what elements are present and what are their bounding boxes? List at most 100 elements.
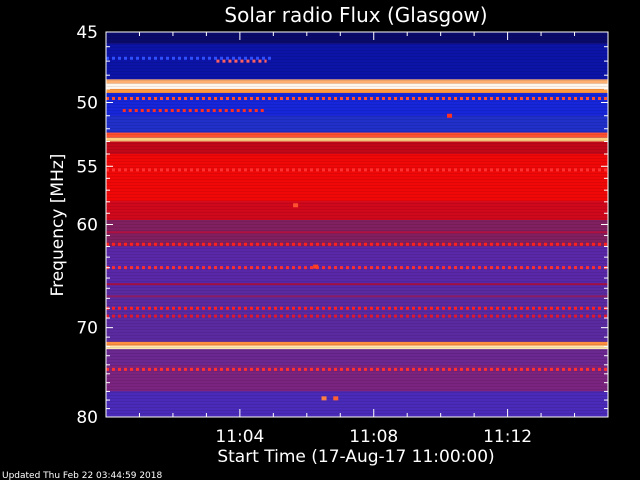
stripe-texture xyxy=(106,257,608,258)
stripe-texture xyxy=(106,143,608,144)
stripe-texture xyxy=(106,281,608,282)
stripe-texture xyxy=(106,350,608,351)
frequency-band xyxy=(106,32,608,44)
stripe-texture xyxy=(106,170,608,171)
stripe-texture xyxy=(106,62,608,63)
stripe-texture xyxy=(106,95,608,96)
stripe-texture xyxy=(106,110,608,111)
stripe-texture xyxy=(106,371,608,372)
stripe-texture xyxy=(106,401,608,402)
y-tick-label: 50 xyxy=(76,94,98,114)
stripe-texture xyxy=(106,314,608,315)
axis-ticks: 45 50 55 60 70 80 11:04 11:08 11:12 xyxy=(76,23,608,447)
stripe-texture xyxy=(106,209,608,210)
stripe-texture xyxy=(106,407,608,408)
y-tick-label: 70 xyxy=(76,319,98,339)
frequency-band xyxy=(106,132,608,138)
stripe-texture xyxy=(106,155,608,156)
stripe-texture xyxy=(106,176,608,177)
stripe-texture xyxy=(106,320,608,321)
stripe-texture xyxy=(106,35,608,36)
frequency-band xyxy=(106,141,608,154)
stripe-texture xyxy=(106,71,608,72)
stripe-texture xyxy=(106,44,608,45)
stripe-texture xyxy=(106,302,608,303)
stripe-texture xyxy=(106,377,608,378)
stripe-texture xyxy=(106,254,608,255)
stripe-texture xyxy=(106,146,608,147)
stripe-texture xyxy=(106,353,608,354)
updated-timestamp: Updated Thu Feb 22 03:44:59 2018 xyxy=(2,471,163,480)
stripe-texture xyxy=(106,203,608,204)
stripe-texture xyxy=(106,89,608,90)
stripe-texture xyxy=(106,218,608,219)
stripe-texture xyxy=(106,122,608,123)
stripe-texture xyxy=(106,380,608,381)
stripe-texture xyxy=(106,50,608,51)
stripe-texture xyxy=(106,164,608,165)
stripe-texture xyxy=(106,194,608,195)
stripe-texture xyxy=(106,272,608,273)
stripe-texture xyxy=(106,392,608,393)
x-tick-label: 11:04 xyxy=(215,427,264,447)
y-axis-label: Frequency [MHz] xyxy=(48,154,68,297)
frequency-band xyxy=(106,137,608,142)
y-tick-label: 80 xyxy=(76,408,98,428)
frequency-band xyxy=(106,201,608,221)
frequency-band xyxy=(106,88,608,94)
stripe-texture xyxy=(106,230,608,231)
stripe-texture xyxy=(106,56,608,57)
stripe-texture xyxy=(106,92,608,93)
stripe-texture xyxy=(106,101,608,102)
stripe-texture xyxy=(106,83,608,84)
burst-spot xyxy=(333,396,339,401)
stripe-texture xyxy=(106,356,608,357)
burst-spot xyxy=(447,113,453,118)
stripe-texture xyxy=(106,77,608,78)
stripe-texture xyxy=(106,59,608,60)
stripe-texture xyxy=(106,131,608,132)
stripe-texture xyxy=(106,137,608,138)
stripe-texture xyxy=(106,299,608,300)
stripe-texture xyxy=(106,68,608,69)
stripe-texture xyxy=(106,308,608,309)
x-tick-label: 11:08 xyxy=(349,427,398,447)
stripe-texture xyxy=(106,107,608,108)
stripe-texture xyxy=(106,311,608,312)
stripe-texture xyxy=(106,239,608,240)
stripe-texture xyxy=(106,329,608,330)
stripe-texture xyxy=(106,125,608,126)
stripe-texture xyxy=(106,152,608,153)
stripe-texture xyxy=(106,368,608,369)
stripe-texture xyxy=(106,197,608,198)
stripe-texture xyxy=(106,341,608,342)
emission-line xyxy=(106,231,608,234)
stripe-texture xyxy=(106,344,608,345)
stripe-texture xyxy=(106,47,608,48)
stripe-texture xyxy=(106,245,608,246)
stripe-texture xyxy=(106,134,608,135)
stripe-texture xyxy=(106,287,608,288)
stripe-texture xyxy=(106,359,608,360)
burst-spot xyxy=(313,264,319,269)
emission-line xyxy=(106,295,608,298)
stripe-texture xyxy=(106,128,608,129)
stripe-texture xyxy=(106,104,608,105)
stripe-texture xyxy=(106,398,608,399)
stripe-texture xyxy=(106,74,608,75)
stripe-texture xyxy=(106,386,608,387)
frequency-band xyxy=(106,341,608,346)
chart-title: Solar radio Flux (Glasgow) xyxy=(224,3,487,27)
stripe-texture xyxy=(106,347,608,348)
stripe-texture xyxy=(106,275,608,276)
stripe-texture xyxy=(106,98,608,99)
stripe-texture xyxy=(106,113,608,114)
frequency-band xyxy=(106,115,608,133)
stripe-texture xyxy=(106,206,608,207)
spectrogram-plot-area xyxy=(106,32,608,417)
frequency-band xyxy=(106,349,608,365)
stripe-texture xyxy=(106,212,608,213)
stripe-texture xyxy=(106,188,608,189)
stripe-texture xyxy=(106,395,608,396)
